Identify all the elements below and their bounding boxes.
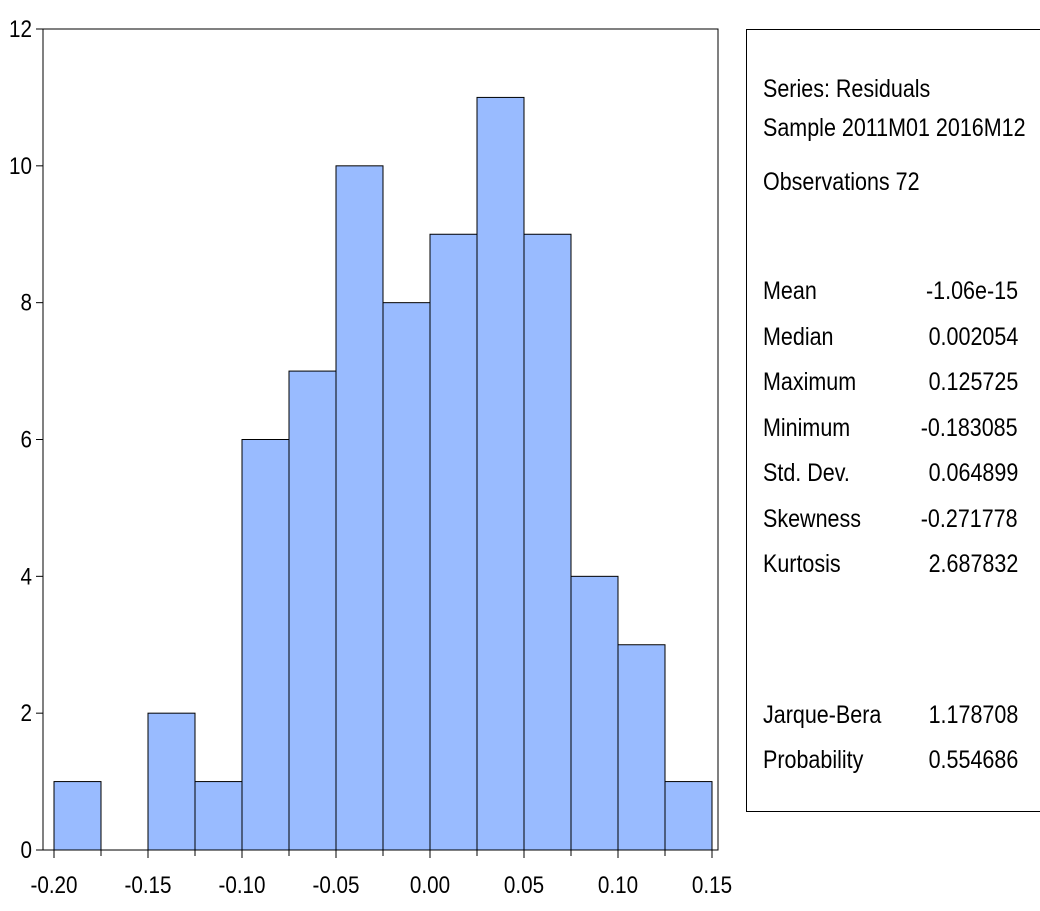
stat-label: Mean [763, 277, 817, 305]
test-stat-label: Jarque-Bera [763, 701, 882, 729]
x-tick-label: -0.15 [124, 872, 171, 899]
observations-count: Observations 72 [763, 168, 920, 196]
histogram-bar [288, 370, 337, 851]
histogram-bar [570, 575, 619, 851]
test-stat-value: 1.178708 [928, 701, 1018, 729]
y-tick-label: 8 [21, 289, 32, 316]
statistics-panel: Series: Residuals Sample 2011M01 2016M12… [746, 29, 1040, 812]
y-tick-label: 2 [21, 700, 32, 727]
stat-value: 0.064899 [928, 459, 1018, 487]
series-name: Series: Residuals [763, 75, 931, 103]
stat-label: Std. Dev. [763, 459, 850, 487]
stat-value: -1.06e-15 [925, 277, 1018, 305]
stat-value: 0.125725 [928, 368, 1018, 396]
stat-value: -0.271778 [921, 504, 1018, 533]
stat-label: Kurtosis [763, 550, 841, 578]
x-tick-label: 0.15 [692, 872, 732, 899]
histogram-bar [147, 712, 196, 851]
histogram-bar [476, 96, 525, 851]
stat-value: -0.183085 [921, 413, 1018, 442]
histogram-bars [53, 96, 713, 851]
stat-label: Minimum [763, 413, 851, 442]
histogram-bar [194, 781, 243, 851]
histogram-bar [429, 233, 478, 851]
stat-value: 2.687832 [928, 550, 1018, 578]
x-tick-label: -0.20 [30, 872, 77, 899]
histogram-bar [664, 781, 713, 851]
y-axis: 0 2 4 6 8 10 12 [9, 16, 43, 864]
sample-range: Sample 2011M01 2016M12 [763, 114, 1026, 142]
stat-label: Skewness [763, 504, 861, 533]
stat-label: Maximum [763, 368, 857, 396]
histogram-bar [53, 781, 102, 851]
histogram-chart: 0 2 4 6 8 10 12 -0.20 -0.15 -0.10 -0.05 0.00 0.05 0.… [9, 16, 732, 899]
y-tick-label: 10 [9, 152, 32, 179]
stat-label: Median [763, 322, 834, 351]
y-tick-label: 12 [9, 16, 32, 43]
x-tick-label: -0.10 [218, 872, 265, 899]
histogram-bar [523, 233, 572, 851]
test-stat-label: Probability [763, 746, 864, 774]
x-tick-label: -0.05 [312, 872, 359, 899]
histogram-bar [335, 165, 384, 851]
x-tick-label: 0.05 [504, 872, 544, 899]
y-tick-label: 4 [21, 563, 32, 590]
stat-value: 0.002054 [928, 322, 1018, 351]
x-axis: -0.20 -0.15 -0.10 -0.05 0.00 0.05 0.10 0.15 [30, 850, 732, 898]
histogram-bar [241, 439, 290, 851]
x-tick-label: 0.00 [410, 872, 450, 899]
y-tick-label: 0 [21, 837, 32, 864]
histogram-bar [617, 644, 666, 851]
y-tick-label: 6 [21, 426, 32, 453]
test-stat-value: 0.554686 [928, 746, 1018, 774]
histogram-bar [382, 302, 431, 851]
x-tick-label: 0.10 [598, 872, 638, 899]
